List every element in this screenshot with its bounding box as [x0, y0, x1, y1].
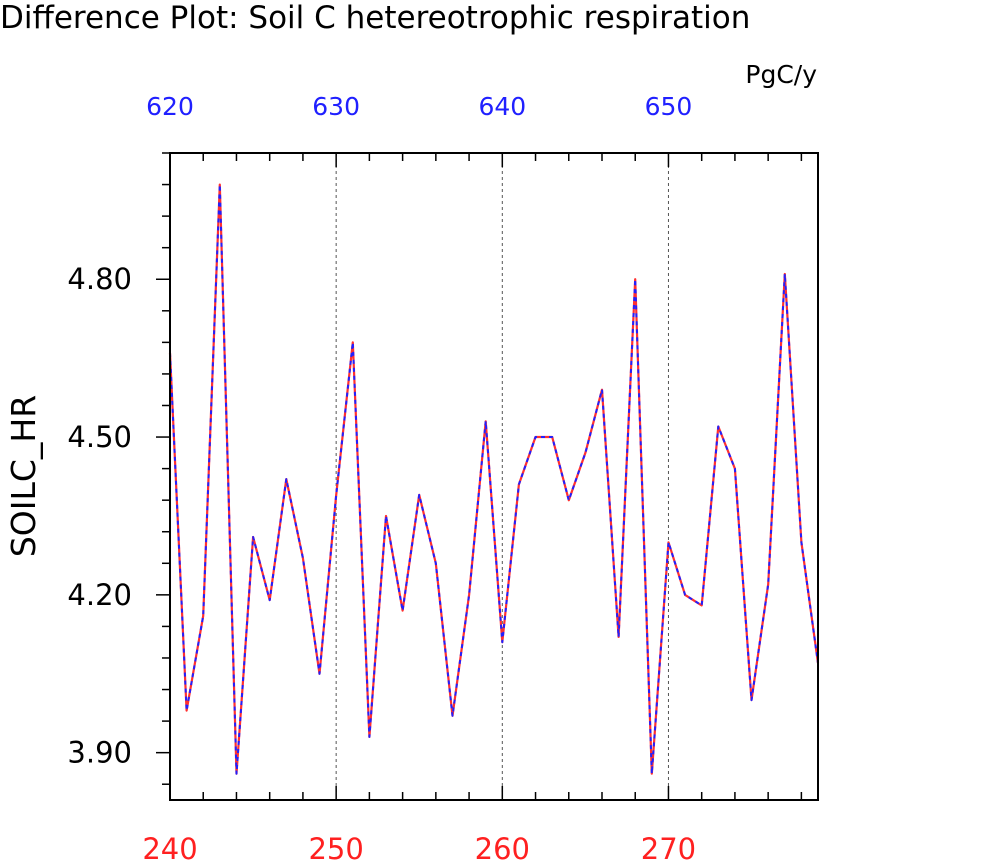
y-tick-label: 4.50: [67, 420, 132, 454]
x-tick-label-bottom: 270: [641, 832, 696, 862]
y-tick-label: 4.80: [67, 262, 132, 296]
x-tick-label-top: 630: [312, 92, 360, 121]
series-line-1: [168, 183, 820, 775]
x-tick-label-bottom: 260: [475, 832, 530, 862]
y-tick-label: 3.90: [67, 736, 132, 770]
x-tick-label-top: 650: [645, 92, 693, 121]
chart-title: Difference Plot: Soil C hetereotrophic r…: [0, 0, 750, 36]
series-line-2: [169, 183, 819, 775]
grid-lines: [335, 153, 669, 800]
data-lines: [168, 183, 820, 775]
axis-ticks: [156, 152, 803, 800]
units-label: PgC/y: [745, 60, 817, 89]
x-tick-label-bottom: 240: [142, 832, 197, 862]
plot-frame: [169, 152, 819, 801]
y-tick-label: 4.20: [67, 578, 132, 612]
x-tick-label-top: 640: [478, 92, 526, 121]
x-tick-label-bottom: 250: [308, 832, 363, 862]
y-axis-label: SOILC_HR: [4, 395, 43, 557]
x-tick-label-top: 620: [146, 92, 194, 121]
tick-labels: 240 250 260 270 620 630 640 650 3.90 4.20 4.50 4.80: [67, 92, 696, 862]
